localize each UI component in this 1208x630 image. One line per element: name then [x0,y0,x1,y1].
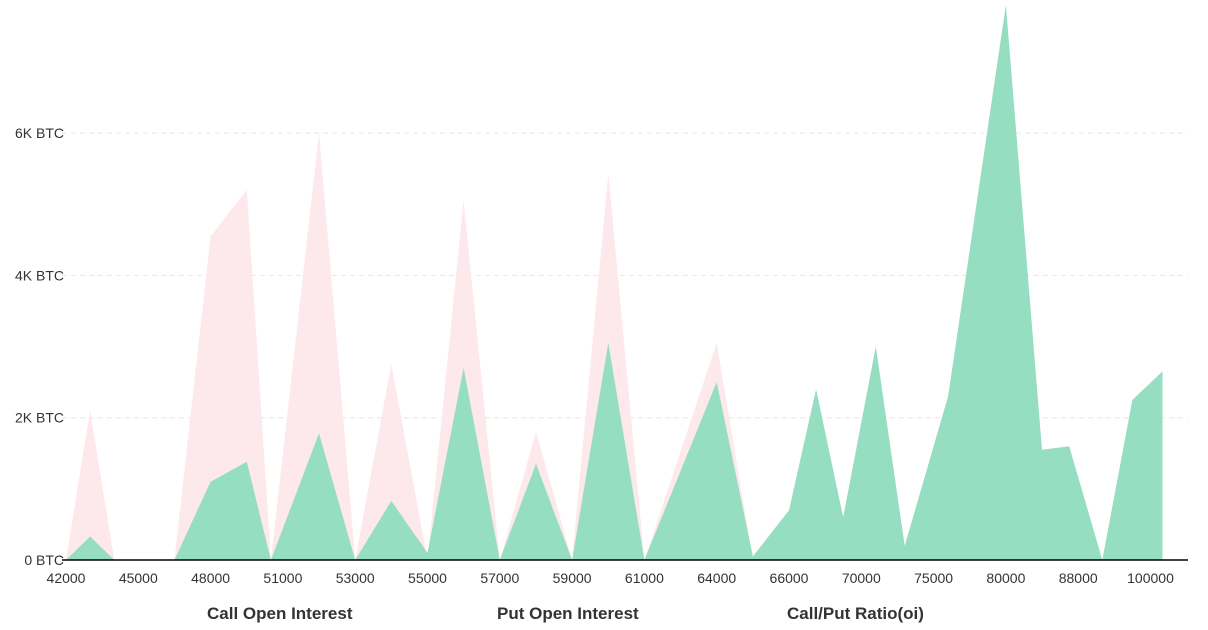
x-tick-label: 75000 [914,570,953,586]
chart-plot: 0 BTC 2K BTC 4K BTC 6K BTC 42000 45000 48000 5… [15,5,1188,586]
x-tick-label: 48000 [191,570,230,586]
series-areas [66,5,1163,560]
y-tick-label: 4K BTC [15,267,64,283]
y-tick-label: 2K BTC [15,410,64,426]
x-tick-label: 100000 [1127,570,1174,586]
series-area-call-open-interest [66,5,1163,560]
x-tick-label: 66000 [770,570,809,586]
x-tick-label: 59000 [553,570,592,586]
legend-item-put-open-interest[interactable]: Put Open Interest [497,604,639,623]
x-tick-label: 42000 [47,570,86,586]
legend-item-call-put-ratio[interactable]: Call/Put Ratio(oi) [787,604,924,623]
legend-item-call-open-interest[interactable]: Call Open Interest [207,604,353,623]
legend: Call Open Interest Put Open Interest Cal… [0,600,1208,630]
series-area-put-open-interest [66,133,753,560]
y-tick-label: 6K BTC [15,125,64,141]
x-tick-label: 57000 [480,570,519,586]
y-tick-labels: 0 BTC 2K BTC 4K BTC 6K BTC [15,125,64,568]
y-tick-label: 0 BTC [24,552,64,568]
x-tick-label: 51000 [263,570,302,586]
x-tick-label: 61000 [625,570,664,586]
x-tick-label: 64000 [697,570,736,586]
x-tick-label: 70000 [842,570,881,586]
x-tick-labels: 42000 45000 48000 51000 53000 55000 57000 59000… [47,570,1175,586]
x-tick-label: 55000 [408,570,447,586]
x-tick-label: 45000 [119,570,158,586]
x-tick-label: 53000 [336,570,375,586]
x-tick-label: 88000 [1059,570,1098,586]
x-tick-label: 80000 [986,570,1025,586]
